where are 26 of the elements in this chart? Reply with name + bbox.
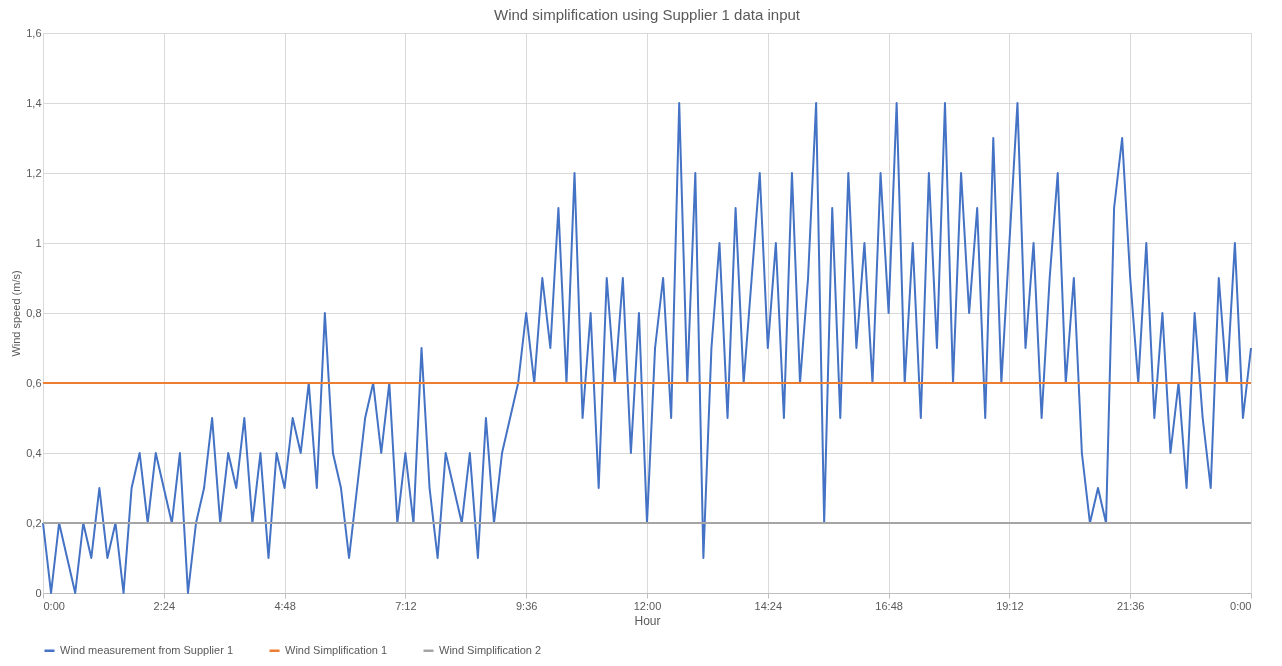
y-tick-label: 0 [35,586,42,599]
x-tick-label: 4:48 [274,599,296,612]
x-tick-label: 19:12 [996,599,1024,612]
x-tick-label: 21:36 [1116,599,1145,612]
x-tick-label: 16:48 [875,599,903,612]
y-tick-label: 0,6 [26,376,42,389]
x-tick-label: 9:36 [515,599,538,612]
legend-label: Wind measurement from Supplier 1 [60,643,234,656]
y-tick-label: 0,8 [26,306,42,319]
chart-title: Wind simplification using Supplier 1 data input [494,6,801,23]
y-tick-label: 1,6 [26,26,42,39]
x-tick-label: 12:00 [633,599,662,612]
y-axis-title: Wind speed (m/s) [10,270,23,357]
x-axis-title: Hour [634,613,661,628]
x-tick-label: 14:24 [754,599,783,612]
legend-label: Wind Simplification 2 [439,643,542,656]
x-tick-label: 0:00 [43,599,65,612]
y-tick-label: 1 [35,236,42,249]
x-tick-label: 2:24 [153,599,176,612]
x-tick-label: 7:12 [395,599,417,612]
y-tick-label: 0,4 [26,446,42,459]
y-tick-label: 1,2 [26,166,42,179]
y-tick-label: 0,2 [26,516,42,529]
y-tick-label: 1,4 [26,96,42,109]
legend-label: Wind Simplification 1 [285,643,388,656]
x-tick-label: 0:00 [1230,599,1252,612]
